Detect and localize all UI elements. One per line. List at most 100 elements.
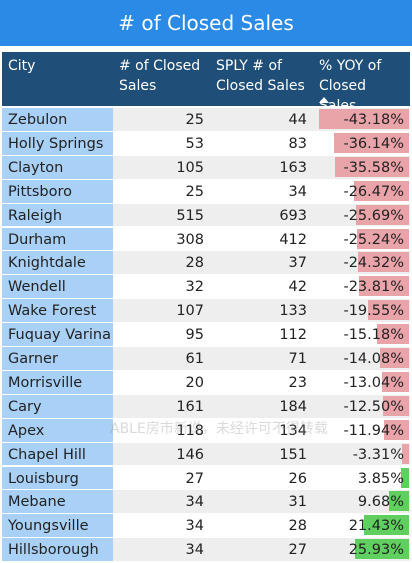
sort-indicator — [319, 97, 329, 103]
number-cell: 34 — [113, 538, 210, 562]
number-cell: 61 — [113, 347, 210, 370]
data-bar — [388, 491, 409, 512]
data-bar — [353, 180, 409, 201]
number-cell: 112 — [210, 323, 313, 346]
city-cell: Fuquay Varina — [2, 323, 113, 346]
yoy-value: -36.14% — [343, 135, 404, 152]
data-bar — [333, 132, 409, 153]
yoy-value: -11.94% — [343, 422, 404, 439]
number-cell: 184 — [210, 394, 313, 418]
number-cell: 28 — [210, 514, 313, 538]
number-cell: 31 — [210, 490, 313, 514]
number-cell: 44 — [210, 108, 313, 131]
city-cell: Clayton — [2, 155, 113, 179]
yoy-value: 3.85% — [357, 470, 404, 487]
yoy-value: -26.47% — [343, 183, 404, 200]
data-bar — [364, 515, 409, 536]
number-cell: 27 — [113, 466, 210, 490]
city-cell: Wake Forest — [2, 299, 113, 323]
number-cell: 37 — [210, 251, 313, 275]
number-cell: 161 — [113, 394, 210, 418]
number-cell: 34 — [113, 490, 210, 514]
yoy-value: -3.31% — [352, 446, 404, 463]
yoy-value: -35.58% — [343, 159, 404, 176]
city-cell: Durham — [2, 227, 113, 251]
column-header: SPLY # of Closed Sales — [210, 52, 313, 106]
yoy-value: -15.18% — [343, 327, 404, 344]
data-bar — [355, 539, 409, 560]
data-bar — [368, 300, 409, 321]
number-cell: 134 — [210, 418, 313, 442]
number-cell: 412 — [210, 227, 313, 251]
number-cell: 23 — [210, 370, 313, 394]
data-bar — [383, 395, 409, 416]
number-cell: 146 — [113, 442, 210, 466]
yoy-value: 25.93% — [348, 542, 404, 559]
number-cell: 71 — [210, 347, 313, 370]
number-cell: 118 — [113, 418, 210, 442]
yoy-value: -13.04% — [343, 374, 404, 391]
data-bar — [356, 228, 409, 249]
number-cell: 25 — [113, 179, 210, 203]
yoy-value: -25.24% — [343, 231, 404, 248]
city-cell: Youngsville — [2, 514, 113, 538]
data-bar — [359, 276, 409, 297]
column-header: City — [2, 52, 113, 106]
number-cell: 133 — [210, 299, 313, 323]
column-header: # of Closed Sales — [113, 52, 210, 106]
number-cell: 105 — [113, 155, 210, 179]
number-cell: 28 — [113, 251, 210, 275]
city-cell: Knightdale — [2, 251, 113, 275]
yoy-value: -43.18% — [343, 112, 404, 128]
number-cell: 693 — [210, 203, 313, 227]
number-cell: 42 — [210, 275, 313, 299]
city-cell: Garner — [2, 347, 113, 370]
city-cell: Mebane — [2, 490, 113, 514]
city-cell: Louisburg — [2, 466, 113, 490]
yoy-value: -23.81% — [343, 279, 404, 296]
data-bar — [400, 467, 409, 488]
data-bar — [358, 252, 409, 273]
data-bar — [355, 204, 409, 225]
number-cell: 163 — [210, 155, 313, 179]
data-bar — [334, 156, 409, 177]
number-cell: 26 — [210, 466, 313, 490]
column-header: % YOY of Closed Sales — [313, 52, 410, 114]
number-cell: 20 — [113, 370, 210, 394]
city-cell: Cary — [2, 394, 113, 418]
watermark: ABLE房市新说，未经许可不得转载 — [110, 421, 328, 437]
data-bar — [377, 324, 409, 345]
yoy-cell-bg — [313, 490, 410, 514]
yoy-cell-bg — [313, 442, 410, 466]
number-cell: 308 — [113, 227, 210, 251]
yoy-value: -19.55% — [343, 303, 404, 320]
data-bar — [379, 348, 409, 368]
number-cell: 515 — [113, 203, 210, 227]
data-bar — [402, 443, 409, 464]
number-cell: 95 — [113, 323, 210, 346]
yoy-value: -14.08% — [343, 351, 404, 367]
city-cell: Wendell — [2, 275, 113, 299]
number-cell: 25 — [113, 108, 210, 131]
city-cell: Morrisville — [2, 370, 113, 394]
city-cell: Chapel Hill — [2, 442, 113, 466]
yoy-value: 9.68% — [357, 494, 404, 511]
data-bar — [319, 109, 409, 129]
city-cell: Pittsboro — [2, 179, 113, 203]
yoy-value: 21.43% — [348, 518, 404, 535]
yoy-value: -24.32% — [343, 255, 404, 272]
city-cell: Apex — [2, 418, 113, 442]
number-cell: 32 — [113, 275, 210, 299]
city-cell: Zebulon — [2, 108, 113, 131]
city-cell: Holly Springs — [2, 131, 113, 155]
number-cell: 107 — [113, 299, 210, 323]
title: # of Closed Sales — [0, 0, 412, 46]
yoy-value: -25.69% — [343, 207, 404, 224]
city-cell: Raleigh — [2, 203, 113, 227]
number-cell: 53 — [113, 131, 210, 155]
number-cell: 151 — [210, 442, 313, 466]
data-bar — [381, 371, 409, 392]
number-cell: 83 — [210, 131, 313, 155]
number-cell: 34 — [210, 179, 313, 203]
